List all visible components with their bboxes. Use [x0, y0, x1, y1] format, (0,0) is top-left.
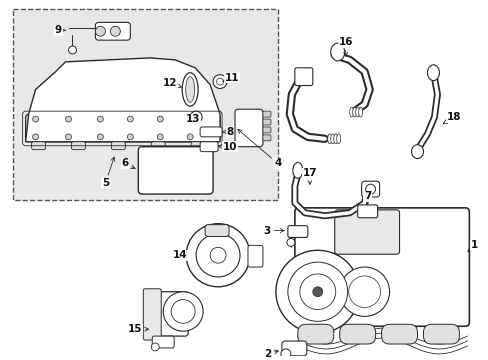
Circle shape	[127, 134, 133, 140]
Circle shape	[287, 262, 347, 321]
FancyBboxPatch shape	[263, 111, 270, 117]
Circle shape	[365, 184, 375, 194]
FancyBboxPatch shape	[297, 324, 333, 344]
Circle shape	[275, 250, 359, 333]
Ellipse shape	[330, 134, 334, 144]
FancyBboxPatch shape	[339, 324, 375, 344]
Ellipse shape	[358, 107, 362, 117]
Text: 3: 3	[263, 226, 284, 235]
FancyBboxPatch shape	[158, 292, 188, 336]
Ellipse shape	[185, 77, 194, 102]
Ellipse shape	[292, 162, 302, 178]
Circle shape	[286, 238, 294, 246]
FancyBboxPatch shape	[294, 208, 468, 326]
FancyBboxPatch shape	[263, 127, 270, 133]
Circle shape	[68, 46, 76, 54]
Text: 4: 4	[237, 129, 281, 168]
FancyBboxPatch shape	[281, 341, 306, 356]
Circle shape	[171, 300, 195, 323]
Text: 17: 17	[302, 168, 317, 184]
Circle shape	[110, 26, 120, 36]
Ellipse shape	[330, 43, 344, 61]
FancyBboxPatch shape	[200, 127, 222, 137]
Text: 11: 11	[223, 73, 239, 83]
Circle shape	[33, 134, 39, 140]
Circle shape	[151, 343, 159, 351]
Text: 15: 15	[128, 324, 148, 334]
FancyBboxPatch shape	[200, 142, 218, 152]
FancyBboxPatch shape	[152, 336, 174, 348]
Circle shape	[190, 111, 202, 123]
FancyBboxPatch shape	[247, 246, 263, 267]
Ellipse shape	[411, 145, 423, 158]
Text: 1: 1	[467, 240, 477, 252]
Circle shape	[348, 276, 380, 307]
Circle shape	[299, 274, 335, 310]
Circle shape	[65, 134, 71, 140]
Text: 2: 2	[264, 349, 278, 359]
Circle shape	[65, 116, 71, 122]
FancyBboxPatch shape	[111, 142, 125, 150]
Ellipse shape	[216, 78, 223, 85]
Text: 7: 7	[363, 191, 370, 204]
Circle shape	[186, 224, 249, 287]
FancyBboxPatch shape	[361, 181, 379, 197]
Ellipse shape	[336, 134, 340, 144]
FancyBboxPatch shape	[357, 205, 377, 218]
Circle shape	[187, 116, 193, 122]
FancyBboxPatch shape	[235, 109, 263, 147]
Circle shape	[196, 234, 240, 277]
Circle shape	[157, 116, 163, 122]
Text: 16: 16	[338, 37, 352, 56]
Ellipse shape	[349, 107, 353, 117]
FancyBboxPatch shape	[263, 119, 270, 125]
Ellipse shape	[427, 65, 439, 81]
FancyBboxPatch shape	[381, 324, 417, 344]
Ellipse shape	[327, 134, 331, 144]
FancyBboxPatch shape	[334, 210, 399, 254]
Circle shape	[157, 134, 163, 140]
Ellipse shape	[182, 73, 198, 106]
FancyBboxPatch shape	[138, 147, 213, 194]
Circle shape	[280, 349, 290, 359]
Text: 5: 5	[102, 157, 115, 188]
Ellipse shape	[352, 107, 356, 117]
Circle shape	[187, 134, 193, 140]
FancyBboxPatch shape	[25, 114, 220, 142]
Circle shape	[210, 247, 225, 263]
Circle shape	[97, 134, 103, 140]
Circle shape	[127, 116, 133, 122]
Circle shape	[95, 26, 105, 36]
Text: 13: 13	[185, 114, 200, 124]
FancyBboxPatch shape	[263, 135, 270, 141]
FancyBboxPatch shape	[151, 142, 165, 150]
Circle shape	[193, 114, 199, 120]
Bar	[13, 9, 277, 200]
FancyBboxPatch shape	[423, 324, 458, 344]
FancyBboxPatch shape	[71, 142, 85, 150]
Polygon shape	[25, 58, 220, 142]
Ellipse shape	[333, 134, 337, 144]
Text: 9: 9	[55, 25, 65, 35]
Text: 8: 8	[223, 127, 233, 137]
Text: 12: 12	[163, 77, 181, 87]
FancyBboxPatch shape	[191, 142, 204, 150]
Text: 14: 14	[173, 250, 187, 260]
Ellipse shape	[355, 107, 359, 117]
Circle shape	[33, 116, 39, 122]
Circle shape	[163, 292, 203, 331]
Text: 10: 10	[219, 142, 237, 152]
FancyBboxPatch shape	[143, 289, 161, 340]
Text: 6: 6	[122, 158, 135, 168]
FancyBboxPatch shape	[32, 142, 45, 150]
Circle shape	[97, 116, 103, 122]
FancyBboxPatch shape	[294, 68, 312, 86]
Circle shape	[312, 287, 322, 297]
FancyBboxPatch shape	[204, 225, 228, 237]
Ellipse shape	[213, 75, 226, 89]
FancyBboxPatch shape	[287, 226, 307, 238]
FancyBboxPatch shape	[95, 22, 130, 40]
Circle shape	[339, 267, 389, 316]
Text: 18: 18	[442, 112, 461, 123]
